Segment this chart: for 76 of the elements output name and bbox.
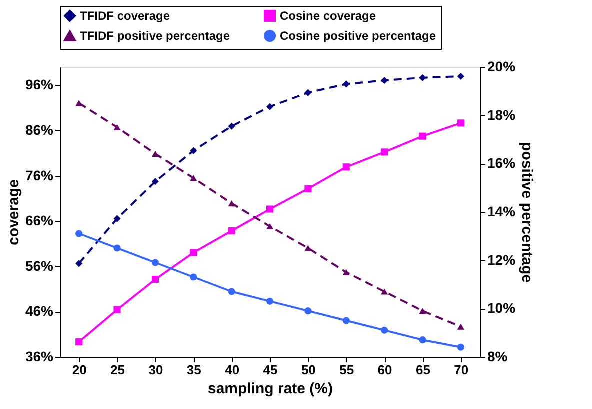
point — [228, 200, 236, 207]
point — [419, 132, 426, 140]
point — [266, 223, 274, 230]
point — [76, 338, 83, 346]
x-tick-label: 35 — [186, 362, 202, 378]
point — [152, 276, 159, 284]
point — [76, 260, 83, 268]
x-axis-title: sampling rate (%) — [208, 380, 334, 398]
point — [381, 77, 388, 84]
y-axis-title: coverage — [5, 180, 22, 246]
point — [152, 259, 159, 266]
point — [152, 178, 159, 186]
point — [419, 74, 426, 82]
point — [266, 298, 274, 305]
point — [342, 164, 350, 171]
point — [304, 89, 312, 96]
point — [304, 185, 312, 192]
x-tick-label: 30 — [148, 362, 164, 378]
point — [381, 148, 388, 156]
legend-label: TFIDF positive percentage — [80, 29, 230, 43]
y-tick-label: 46% — [25, 303, 54, 320]
point — [114, 124, 121, 130]
point — [342, 317, 350, 324]
legend-label: Cosine positive percentage — [280, 29, 436, 43]
point — [457, 324, 464, 330]
point — [419, 336, 426, 344]
legend-label: Cosine coverage — [280, 9, 376, 23]
point — [381, 288, 388, 295]
x-tick-label: 40 — [225, 362, 240, 378]
point — [266, 206, 274, 213]
y-tick-label: 86% — [25, 122, 54, 138]
point — [114, 215, 121, 222]
point — [114, 306, 121, 314]
x-tick-label: 20 — [72, 362, 87, 378]
x-tick-label: 65 — [416, 362, 430, 378]
y2-tick-label: 10% — [488, 300, 516, 316]
point — [304, 308, 312, 315]
y2-tick-label: 8% — [488, 348, 508, 364]
legend-label: TFIDF coverage — [80, 9, 170, 23]
point — [457, 72, 464, 80]
point — [190, 147, 198, 154]
point — [457, 120, 464, 127]
point — [190, 175, 198, 182]
point — [266, 103, 274, 110]
point — [457, 344, 464, 351]
y2-tick-label: 14% — [488, 204, 516, 220]
x-tick-label: 55 — [340, 362, 354, 378]
y-tick-label: 96% — [25, 76, 54, 93]
x-tick-label: 70 — [454, 362, 469, 378]
y2-tick-label: 18% — [488, 106, 516, 123]
y2-tick-label: 12% — [488, 252, 516, 268]
point — [381, 326, 388, 334]
x-tick-label: 45 — [263, 362, 278, 378]
y-tick-label: 56% — [25, 258, 54, 274]
point — [114, 244, 121, 252]
x-tick-label: 60 — [378, 362, 392, 378]
point — [190, 249, 198, 256]
point — [342, 269, 350, 276]
point — [228, 227, 236, 235]
x-tick-label: 25 — [110, 362, 126, 378]
point — [419, 308, 426, 314]
point — [304, 245, 312, 252]
point — [76, 230, 83, 238]
y2-axis-title: positive percentage — [518, 142, 536, 283]
y-tick-label: 76% — [25, 167, 54, 184]
point — [228, 122, 236, 130]
point — [190, 274, 198, 281]
point — [76, 100, 83, 106]
y2-tick-label: 20% — [488, 58, 516, 74]
point — [342, 80, 350, 88]
x-tick-label: 50 — [301, 362, 316, 378]
y-tick-label: 36% — [25, 348, 54, 364]
point — [228, 288, 236, 296]
y2-tick-label: 16% — [488, 155, 516, 172]
point — [152, 150, 159, 158]
y-tick-label: 66% — [25, 212, 54, 229]
